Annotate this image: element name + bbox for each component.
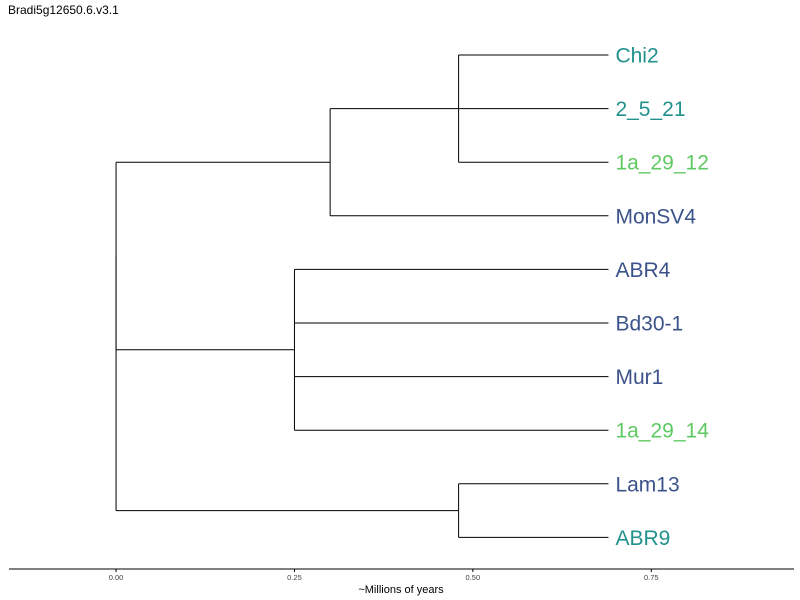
x-tick-label: 0.50	[466, 573, 481, 582]
leaf-label: Mur1	[615, 366, 663, 389]
leaf-label: 1a_29_14	[615, 420, 709, 443]
x-tick-label: 0.75	[644, 573, 659, 582]
leaf-label: 1a_29_12	[615, 152, 708, 175]
page-title: Bradi5g12650.6.v3.1	[8, 3, 119, 17]
x-axis-label: ~Millions of years	[358, 584, 444, 596]
leaf-label: ABR4	[615, 259, 670, 282]
x-axis: 0.00 0.25 0.50 0.75	[9, 568, 794, 582]
leaf-label: MonSV4	[615, 205, 696, 228]
x-tick-label: 0.25	[287, 573, 302, 582]
leaf-label: 2_5_21	[615, 98, 685, 121]
leaf-label: ABR9	[615, 527, 670, 550]
tree-branches	[115, 54, 609, 538]
leaf-label: Lam13	[615, 473, 679, 496]
leaf-label: Chi2	[615, 45, 658, 68]
leaf-labels: Chi2 2_5_21 1a_29_12 MonSV4 ABR4 Bd30-1 Mur1 1a…	[615, 45, 709, 550]
x-tick-label: 0.00	[109, 573, 124, 582]
leaf-label: Bd30-1	[615, 313, 683, 336]
